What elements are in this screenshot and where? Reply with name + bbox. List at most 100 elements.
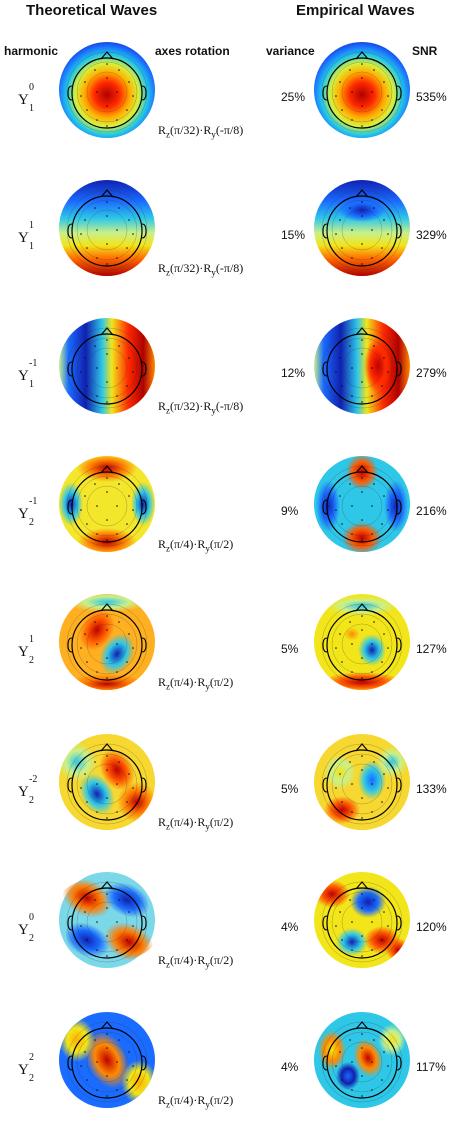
electrode-dot	[361, 1075, 363, 1077]
rot-y-angle: (π/2)	[209, 537, 234, 551]
electrode-dot	[128, 219, 130, 221]
left-ear	[322, 85, 328, 101]
theoretical-topomap-wrap	[57, 178, 157, 278]
variance-value: 12%	[281, 366, 306, 380]
electrode-dot	[371, 367, 373, 369]
electrode-dot	[383, 81, 385, 83]
electrode-dot	[106, 401, 108, 403]
electrode-dot	[351, 257, 353, 259]
axes-rotation-label: Rz(π/32)·Ry(-π/8)	[158, 261, 243, 277]
left-ear	[67, 499, 73, 515]
electrode-dot	[361, 955, 363, 957]
electrode-dot	[341, 385, 343, 387]
theoretical-topomap	[59, 42, 155, 138]
empirical-waves-title: Empirical Waves	[296, 2, 415, 19]
rot-z-sub: z	[166, 681, 171, 692]
electrode-dot	[96, 1061, 98, 1063]
electrode-dot	[387, 371, 389, 373]
electrode-dot	[361, 907, 363, 909]
electrode-dot	[126, 109, 128, 111]
electrode-dot	[371, 91, 373, 93]
electrode-dot	[128, 81, 130, 83]
electrode-dot	[361, 657, 363, 659]
electrode-dot	[106, 677, 108, 679]
electrode-dot	[106, 491, 108, 493]
electrode-dot	[361, 201, 363, 203]
rot-y-angle: (-π/8)	[215, 399, 244, 413]
head-outline	[71, 749, 143, 821]
right-ear	[396, 777, 402, 793]
electrode-dot	[106, 629, 108, 631]
electrode-dot	[86, 1079, 88, 1081]
empirical-topomap-wrap	[312, 1010, 412, 1110]
empirical-topomap	[314, 180, 410, 276]
electrode-dot	[106, 907, 108, 909]
electrode-dot	[335, 1065, 337, 1067]
electrode-dot	[94, 207, 96, 209]
theoretical-topomap	[59, 872, 155, 968]
electrode-dot	[94, 345, 96, 347]
electrode-dot	[351, 949, 353, 951]
harmonic-degree: 2	[29, 655, 34, 666]
electrode-dot	[118, 761, 120, 763]
harmonic-symbol: Y	[18, 368, 29, 384]
electrode-dot	[373, 899, 375, 901]
electrode-dot	[128, 911, 130, 913]
harmonic-symbol: Y	[18, 1062, 29, 1078]
rot-r: R	[158, 1093, 167, 1107]
electrode-dot	[106, 1095, 108, 1097]
rot-r: R	[203, 261, 212, 275]
electrode-dot	[383, 219, 385, 221]
electrode-dot	[116, 949, 118, 951]
axes-rotation-column-header: axes rotation	[155, 44, 230, 58]
electrode-dot	[361, 677, 363, 679]
electrode-dot	[84, 495, 86, 497]
electrode-dot	[361, 615, 363, 617]
electrode-dot	[106, 955, 108, 957]
left-ear	[67, 915, 73, 931]
electrode-dot	[361, 401, 363, 403]
electrode-dot	[116, 395, 118, 397]
electrode-dot	[383, 633, 385, 635]
rot-y-sub: y	[205, 821, 210, 832]
electrode-dot	[96, 91, 98, 93]
rot-z-sub: z	[166, 821, 171, 832]
electrode-dot	[80, 509, 82, 511]
electrode-dot	[361, 477, 363, 479]
electrode-dot	[86, 247, 88, 249]
electrode-dot	[361, 817, 363, 819]
rot-z-sub: z	[166, 405, 171, 416]
electrode-dot	[351, 671, 353, 673]
rot-z-angle: (π/4)	[170, 537, 194, 551]
electrode-dot	[86, 523, 88, 525]
right-ear	[396, 223, 402, 239]
rot-z-angle: (π/4)	[170, 953, 194, 967]
electrode-dot	[351, 505, 353, 507]
electrode-dot	[132, 647, 134, 649]
electrode-dot	[381, 939, 383, 941]
nose-marker	[100, 1021, 114, 1030]
electrode-dot	[371, 949, 373, 951]
harmonic-row: Y 1 1 Rz(π/32)·Ry(-π/8) 15% 329%	[0, 158, 454, 293]
electrode-dot	[371, 811, 373, 813]
rot-y-angle: (-π/8)	[215, 261, 244, 275]
electrode-dot	[126, 801, 128, 803]
electrode-dot	[128, 1051, 130, 1053]
electrode-dot	[106, 77, 108, 79]
electrode-dot	[351, 91, 353, 93]
electrode-dot	[96, 257, 98, 259]
rot-r: R	[158, 815, 167, 829]
rot-dot: ·	[193, 537, 198, 551]
head-outline	[71, 195, 143, 267]
electrode-dot	[116, 91, 118, 93]
harmonic-symbol: Y	[18, 922, 29, 938]
electrode-dot	[86, 385, 88, 387]
axes-rotation-label: Rz(π/4)·Ry(π/2)	[158, 675, 233, 691]
electrode-dot	[361, 263, 363, 265]
electrode-dot	[94, 899, 96, 901]
rot-z-angle: (π/4)	[170, 675, 194, 689]
electrode-dot	[335, 647, 337, 649]
harmonic-label: Y 1 2	[8, 628, 48, 674]
electrode-dot	[128, 495, 130, 497]
head-outline	[326, 749, 398, 821]
